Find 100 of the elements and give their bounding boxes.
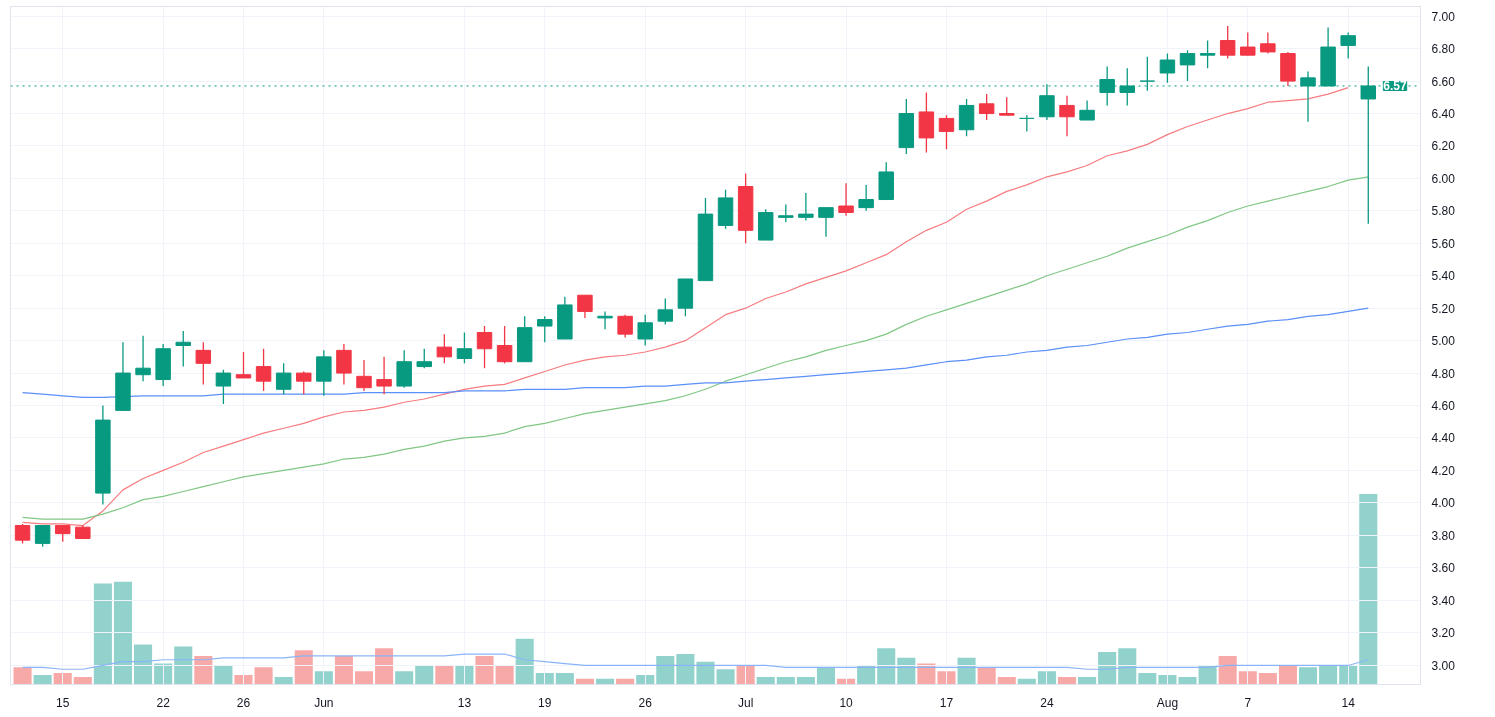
x-tick-label: 13	[457, 695, 472, 710]
bar	[113, 581, 133, 685]
y-tick-label: 6.80	[1431, 42, 1456, 57]
candlestick	[838, 182, 854, 217]
y-tick-label: 5.80	[1431, 204, 1456, 219]
bar	[1098, 652, 1117, 685]
bar	[415, 665, 434, 685]
bar	[1078, 676, 1097, 685]
candlestick	[938, 114, 955, 150]
bar	[174, 646, 193, 685]
candlestick	[597, 310, 613, 330]
candlestick	[818, 206, 834, 238]
candlestick	[255, 348, 272, 392]
y-tick-label: 5.00	[1431, 334, 1456, 349]
bar	[1238, 671, 1257, 685]
bar	[294, 650, 313, 685]
candlestick	[195, 341, 212, 386]
bar	[1258, 673, 1277, 685]
ref-line-label: 6.57	[1383, 79, 1408, 94]
bar	[1218, 655, 1237, 685]
candlestick	[798, 192, 814, 222]
bar	[1319, 665, 1338, 685]
candlestick	[416, 348, 432, 369]
candlestick	[1199, 39, 1216, 69]
candlestick	[235, 351, 252, 379]
bar	[1278, 665, 1297, 685]
x-tick-label: 22	[156, 695, 171, 710]
y-tick-label: 3.20	[1431, 626, 1456, 641]
x-tick-label: Jun	[314, 695, 334, 710]
bar	[13, 667, 32, 685]
bar	[1037, 671, 1056, 685]
candlestick	[637, 314, 653, 347]
bar	[1359, 494, 1378, 685]
y-tick-label: 6.20	[1431, 139, 1456, 154]
bar	[1118, 648, 1137, 685]
candlestick	[275, 362, 292, 395]
candlestick	[978, 93, 995, 121]
x-tick-label: 24	[1040, 695, 1054, 710]
y-tick-label: 5.20	[1431, 301, 1456, 316]
bar	[997, 676, 1016, 685]
candlestick	[1159, 52, 1176, 84]
bar	[535, 673, 554, 685]
candlestick	[376, 356, 392, 395]
y-tick-label: 5.40	[1431, 269, 1456, 284]
bar	[274, 676, 293, 685]
bar	[375, 648, 394, 685]
candlestick	[657, 297, 674, 326]
candlestick	[1179, 49, 1196, 82]
bar	[676, 654, 695, 685]
bar	[1138, 673, 1157, 685]
bar	[656, 655, 675, 685]
bar	[716, 669, 735, 685]
candlestick	[175, 330, 191, 368]
candlestick	[858, 184, 874, 212]
bar	[254, 667, 273, 685]
candlestick	[1079, 99, 1095, 121]
bar	[816, 667, 836, 685]
x-tick-label: Jul	[737, 695, 754, 710]
candlestick	[34, 524, 51, 548]
candlestick	[1260, 31, 1276, 55]
candlestick	[1059, 95, 1075, 137]
candlestick	[14, 523, 31, 545]
bar	[73, 676, 92, 685]
candlestick	[1240, 31, 1256, 56]
candlestick	[1219, 25, 1236, 60]
candlestick	[456, 331, 473, 364]
x-tick-label: 10	[839, 695, 854, 710]
bar	[796, 676, 815, 685]
x-tick-label: 26	[236, 695, 251, 710]
bar	[977, 667, 996, 685]
bar	[194, 655, 213, 685]
line-series	[21, 307, 1369, 398]
y-tick-label: 4.40	[1431, 431, 1456, 446]
bar	[53, 673, 72, 685]
candlestick	[336, 343, 352, 386]
x-tick-label: 26	[638, 695, 653, 710]
bar	[756, 676, 775, 685]
y-tick-label: 4.60	[1431, 399, 1456, 414]
bar	[1298, 667, 1318, 685]
x-tick-label: Aug	[1156, 695, 1179, 710]
bar	[234, 674, 253, 685]
y-tick-label: 3.60	[1431, 561, 1456, 576]
candlestick	[617, 314, 633, 339]
bar	[33, 674, 52, 685]
x-tick-label: 17	[939, 695, 954, 710]
y-tick-label: 7.00	[1431, 9, 1456, 24]
y-tick-label: 3.80	[1431, 528, 1456, 543]
candlestick	[1340, 31, 1356, 60]
bar	[515, 638, 534, 685]
y-tick-label: 6.60	[1431, 74, 1456, 89]
candlestick	[135, 335, 151, 382]
y-tick-label: 5.60	[1431, 236, 1456, 251]
y-tick-label: 3.40	[1431, 593, 1456, 608]
y-tick-label: 3.00	[1431, 658, 1456, 673]
bar	[877, 648, 896, 685]
bar	[1057, 676, 1077, 685]
line-series	[21, 176, 1369, 520]
bar	[314, 671, 333, 685]
bar	[93, 583, 112, 685]
x-tick-label: 14	[1341, 695, 1356, 710]
